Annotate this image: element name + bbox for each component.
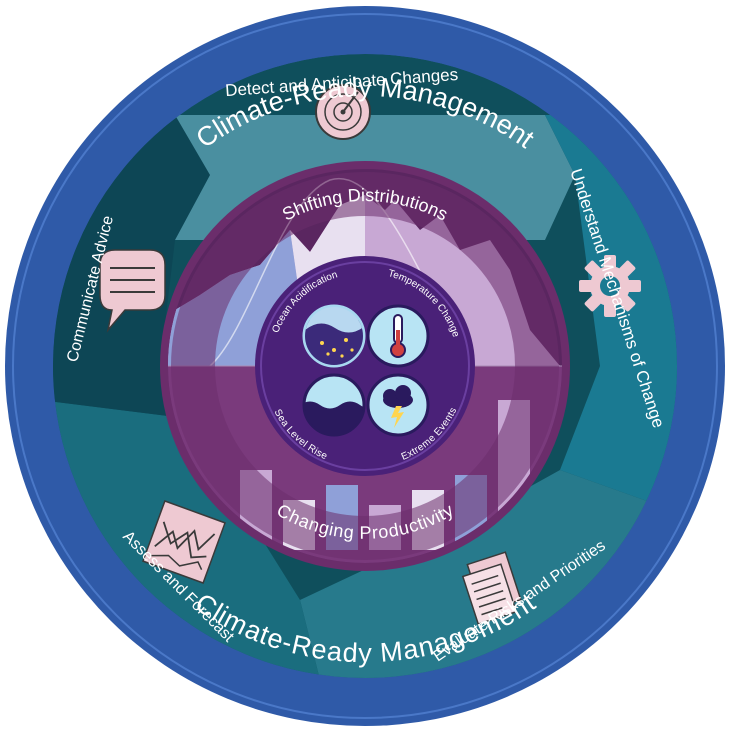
core-circle: [255, 256, 475, 476]
gear-icon: [579, 255, 641, 317]
radar-icon: [315, 84, 371, 140]
speech-bubble-icon: [99, 249, 166, 333]
outer-ring-highlight: [12, 13, 718, 719]
inner-label-band: [171, 172, 559, 560]
bubbles-icon: [302, 304, 366, 368]
documents-icon: [461, 551, 522, 626]
storm-cloud-icon: [366, 373, 430, 437]
thermometer-icon: [366, 304, 430, 368]
core-highlight: [260, 261, 470, 471]
forecast-chart-icon: [142, 500, 226, 584]
